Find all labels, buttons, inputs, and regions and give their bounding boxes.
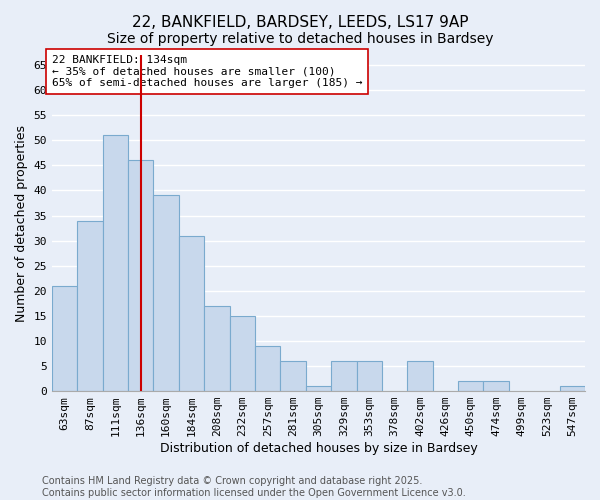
Bar [255,346,280,391]
Bar [458,381,484,391]
Bar [484,381,509,391]
Bar [280,361,306,391]
Bar [306,386,331,391]
Bar [103,136,128,391]
Y-axis label: Number of detached properties: Number of detached properties [15,124,28,322]
Bar [560,386,585,391]
Bar [204,306,230,391]
Bar [179,236,204,391]
Bar [407,361,433,391]
Bar [356,361,382,391]
Text: 22 BANKFIELD: 134sqm
← 35% of detached houses are smaller (100)
65% of semi-deta: 22 BANKFIELD: 134sqm ← 35% of detached h… [52,55,362,88]
Bar [52,286,77,391]
Text: Contains HM Land Registry data © Crown copyright and database right 2025.
Contai: Contains HM Land Registry data © Crown c… [42,476,466,498]
Text: Size of property relative to detached houses in Bardsey: Size of property relative to detached ho… [107,32,493,46]
Bar [128,160,154,391]
X-axis label: Distribution of detached houses by size in Bardsey: Distribution of detached houses by size … [160,442,478,455]
Bar [331,361,356,391]
Bar [77,220,103,391]
Text: 22, BANKFIELD, BARDSEY, LEEDS, LS17 9AP: 22, BANKFIELD, BARDSEY, LEEDS, LS17 9AP [132,15,468,30]
Bar [230,316,255,391]
Bar [154,196,179,391]
